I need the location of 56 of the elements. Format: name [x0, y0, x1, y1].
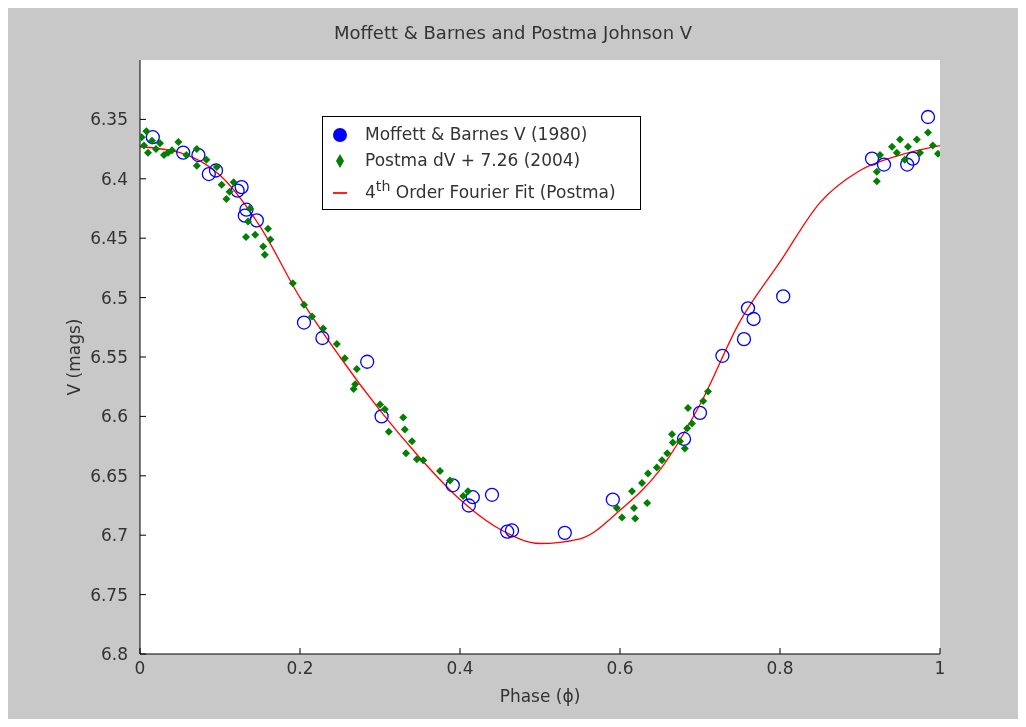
point: [876, 157, 892, 172]
point: [465, 490, 480, 505]
point: [605, 492, 620, 507]
chart-title: Moffett & Barnes and Postma Johnson V: [332, 22, 694, 43]
point: [230, 183, 245, 198]
x-tick-label: 0: [134, 658, 146, 678]
point: [249, 213, 264, 228]
point: [484, 487, 500, 502]
y-tick-label: 6.75: [90, 584, 128, 605]
point: [145, 130, 160, 145]
point: [776, 289, 791, 304]
point: [504, 523, 520, 538]
point: [239, 202, 254, 217]
x-tick-label: 1: [934, 658, 946, 678]
point: [234, 179, 249, 195]
point: [692, 405, 708, 420]
x-tick-label: 0.6: [606, 658, 634, 678]
point: [864, 151, 880, 166]
point: [296, 315, 312, 330]
point: [676, 431, 692, 447]
point: [201, 166, 216, 182]
legend-label: Moffett & Barnes V (1980): [365, 124, 588, 144]
y-tick-label: 6.35: [90, 109, 128, 130]
x-tick-label: 0.2: [286, 658, 314, 678]
point: [715, 348, 730, 363]
y-tick-label: 6.45: [90, 228, 128, 249]
y-tick-label: 6.8: [100, 644, 128, 664]
point: [736, 332, 752, 347]
point: [900, 157, 915, 172]
point: [920, 109, 936, 125]
y-tick-label: 6.6: [100, 406, 128, 427]
y-tick-label: 6.55: [90, 347, 128, 367]
point: [500, 524, 515, 539]
point: [461, 498, 476, 513]
x-tick-label: 0.4: [446, 658, 474, 678]
x-tick-label: 0.8: [766, 658, 794, 678]
x-axis-title: Phase (ϕ): [499, 686, 581, 706]
y-tick-label: 6.4: [100, 168, 128, 189]
legend-label: Postma dV + 7.26 (2004): [365, 150, 581, 170]
point: [176, 145, 191, 160]
point: [374, 409, 389, 424]
point: [208, 163, 224, 178]
point: [191, 147, 206, 163]
legend-label: 4$^{th}$ Order Fourier Fit (Postma): [365, 178, 616, 202]
point: [360, 354, 375, 369]
point: [315, 330, 330, 346]
point: [740, 301, 756, 316]
point: [237, 208, 252, 223]
point: [557, 525, 572, 540]
point: [746, 311, 761, 327]
point: [905, 151, 920, 166]
point: [445, 478, 460, 493]
y-tick-label: 6.7: [100, 525, 128, 546]
y-tick-label: 6.5: [100, 287, 128, 308]
y-axis-title: V (mags): [64, 318, 85, 396]
y-tick-label: 6.65: [90, 465, 128, 486]
